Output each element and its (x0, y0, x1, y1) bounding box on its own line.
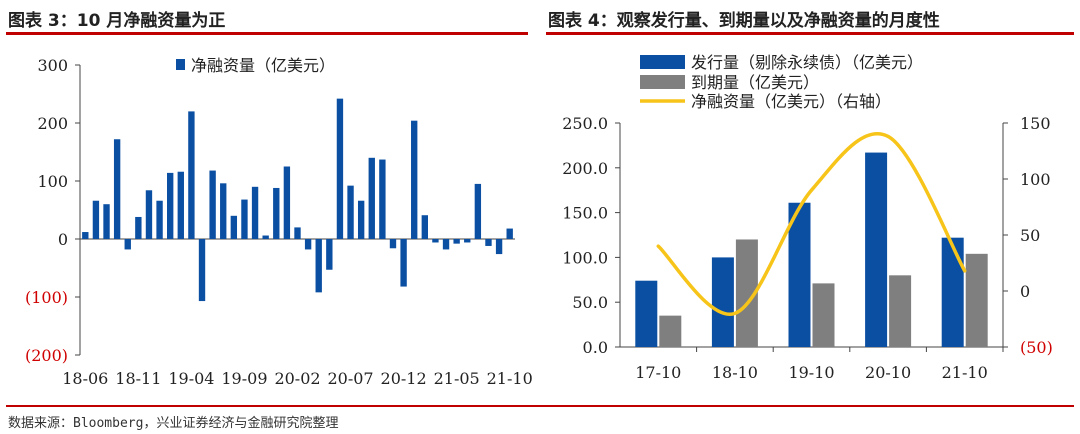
x-tick-label: 20-12 (381, 369, 427, 388)
y-tick-label: 100 (37, 172, 68, 191)
legend-swatch-maturity (640, 75, 685, 89)
net-financing-bar (294, 227, 301, 239)
x-tick-label: 20-07 (327, 369, 373, 388)
net-financing-bar (92, 200, 100, 239)
net-financing-bar (379, 159, 386, 239)
y-tick-label: 0 (58, 230, 68, 249)
x-tick-label: 17-10 (635, 363, 681, 382)
net-financing-bar (198, 239, 206, 302)
issuance-bar (788, 202, 811, 347)
x-tick-label: 19-09 (221, 369, 267, 388)
title-underline-left (6, 32, 528, 35)
net-financing-bar (336, 98, 344, 239)
net-financing-bar (273, 187, 280, 239)
net-financing-bar (124, 239, 131, 250)
x-tick-label: 18-10 (712, 363, 758, 382)
maturity-bar (812, 283, 835, 347)
chart-left-title: 图表 3：10 月净融资量为正 (8, 11, 226, 31)
left-y-tick-label: 250.0 (562, 114, 608, 133)
y-tick-label: 200 (37, 114, 68, 133)
right-y-tick-label: 150 (1020, 114, 1051, 133)
net-financing-bar (411, 120, 418, 239)
issuance-bar (711, 257, 734, 347)
maturity-bar (965, 253, 988, 347)
net-financing-bar (82, 232, 89, 239)
chart-right-title: 图表 4：观察发行量、到期量以及净融资量的月度性 (548, 11, 940, 31)
right-y-tick-label: 0 (1020, 282, 1030, 301)
net-financing-bar (156, 200, 163, 239)
net-financing-bar (400, 239, 407, 287)
right-y-tick-label: 100 (1020, 170, 1051, 189)
left-y-tick-label: 150.0 (562, 204, 608, 223)
net-financing-bar (135, 216, 142, 239)
x-tick-label: 20-10 (865, 363, 911, 382)
legend-label-net-financing: 净融资量（亿美元） (191, 56, 335, 75)
net-financing-bar (421, 215, 428, 239)
net-financing-bar (304, 239, 312, 250)
net-financing-bar (251, 186, 259, 239)
x-tick-label: 21-10 (942, 363, 988, 382)
net-financing-bar (357, 200, 365, 239)
left-y-tick-label: 0.0 (583, 338, 608, 357)
footer-rule (6, 405, 1074, 407)
legend-label-maturity: 到期量（亿美元） (691, 73, 819, 92)
x-tick-label: 19-04 (168, 369, 214, 388)
y-tick-label: 300 (37, 56, 68, 75)
net-financing-bar (177, 171, 184, 239)
net-financing-bar (347, 185, 354, 239)
issuance-bar (635, 280, 658, 347)
net-financing-bar (283, 166, 291, 239)
legend-label-net-financing: 净融资量（亿美元）（右轴） (691, 92, 891, 111)
left-y-tick-label: 50.0 (572, 293, 608, 312)
x-tick-label: 19-10 (788, 363, 834, 382)
maturity-bar (659, 315, 682, 347)
maturity-bar (889, 275, 912, 347)
y-tick-label: (200) (25, 346, 68, 365)
net-financing-bar (315, 239, 322, 293)
net-financing-bar (188, 111, 195, 239)
net-financing-bar (220, 183, 227, 239)
net-financing-bar (464, 239, 471, 243)
net-financing-line (656, 132, 967, 316)
net-financing-bar (326, 239, 333, 270)
title-underline-right (546, 32, 1074, 35)
net-financing-bar (209, 170, 216, 239)
net-financing-bar (368, 157, 375, 239)
issuance-bar (865, 152, 888, 347)
net-financing-bar (495, 239, 503, 255)
left-y-tick-label: 200.0 (562, 159, 608, 178)
net-financing-bar (145, 190, 153, 239)
y-tick-label: (100) (25, 288, 68, 307)
x-tick-label: 18-11 (115, 369, 161, 388)
left-y-tick-label: 100.0 (562, 248, 608, 267)
issuance-maturity-combo-chart: 250.0 200.0 150.0 100.0 50.0 0.0 150 100 50 0 (50)… (562, 53, 1053, 382)
legend-swatch-net-financing (176, 59, 185, 70)
net-financing-bar (474, 183, 482, 239)
net-financing-bar (432, 239, 439, 243)
net-financing-bar (241, 199, 248, 239)
maturity-bar (735, 239, 758, 347)
issuance-bar (941, 237, 964, 347)
net-financing-bar-chart: 300 200 100 0 (100) (200) 18-06 18-11 19-04 19-09… (25, 56, 533, 388)
net-financing-bar (113, 139, 121, 239)
net-financing-bar (485, 239, 492, 246)
net-financing-bar (453, 239, 460, 244)
net-financing-bar (103, 204, 110, 239)
x-tick-label: 18-06 (62, 369, 108, 388)
net-financing-bar (167, 172, 174, 239)
x-tick-label: 21-10 (487, 369, 533, 388)
right-y-tick-label: (50) (1020, 338, 1053, 357)
net-financing-bar (230, 215, 238, 239)
net-financing-bar (506, 228, 513, 239)
right-y-tick-label: 50 (1020, 226, 1040, 245)
x-tick-label: 20-02 (274, 369, 320, 388)
net-financing-bar (262, 235, 269, 239)
legend-label-issuance: 发行量（剔除永续债）（亿美元） (691, 53, 923, 72)
net-financing-bar (389, 239, 397, 249)
x-tick-label: 21-05 (434, 369, 480, 388)
legend-swatch-issuance (640, 55, 685, 69)
net-financing-bar (442, 239, 450, 250)
data-source-note: 数据来源：Bloomberg，兴业证券经济与金融研究院整理 (8, 416, 339, 431)
